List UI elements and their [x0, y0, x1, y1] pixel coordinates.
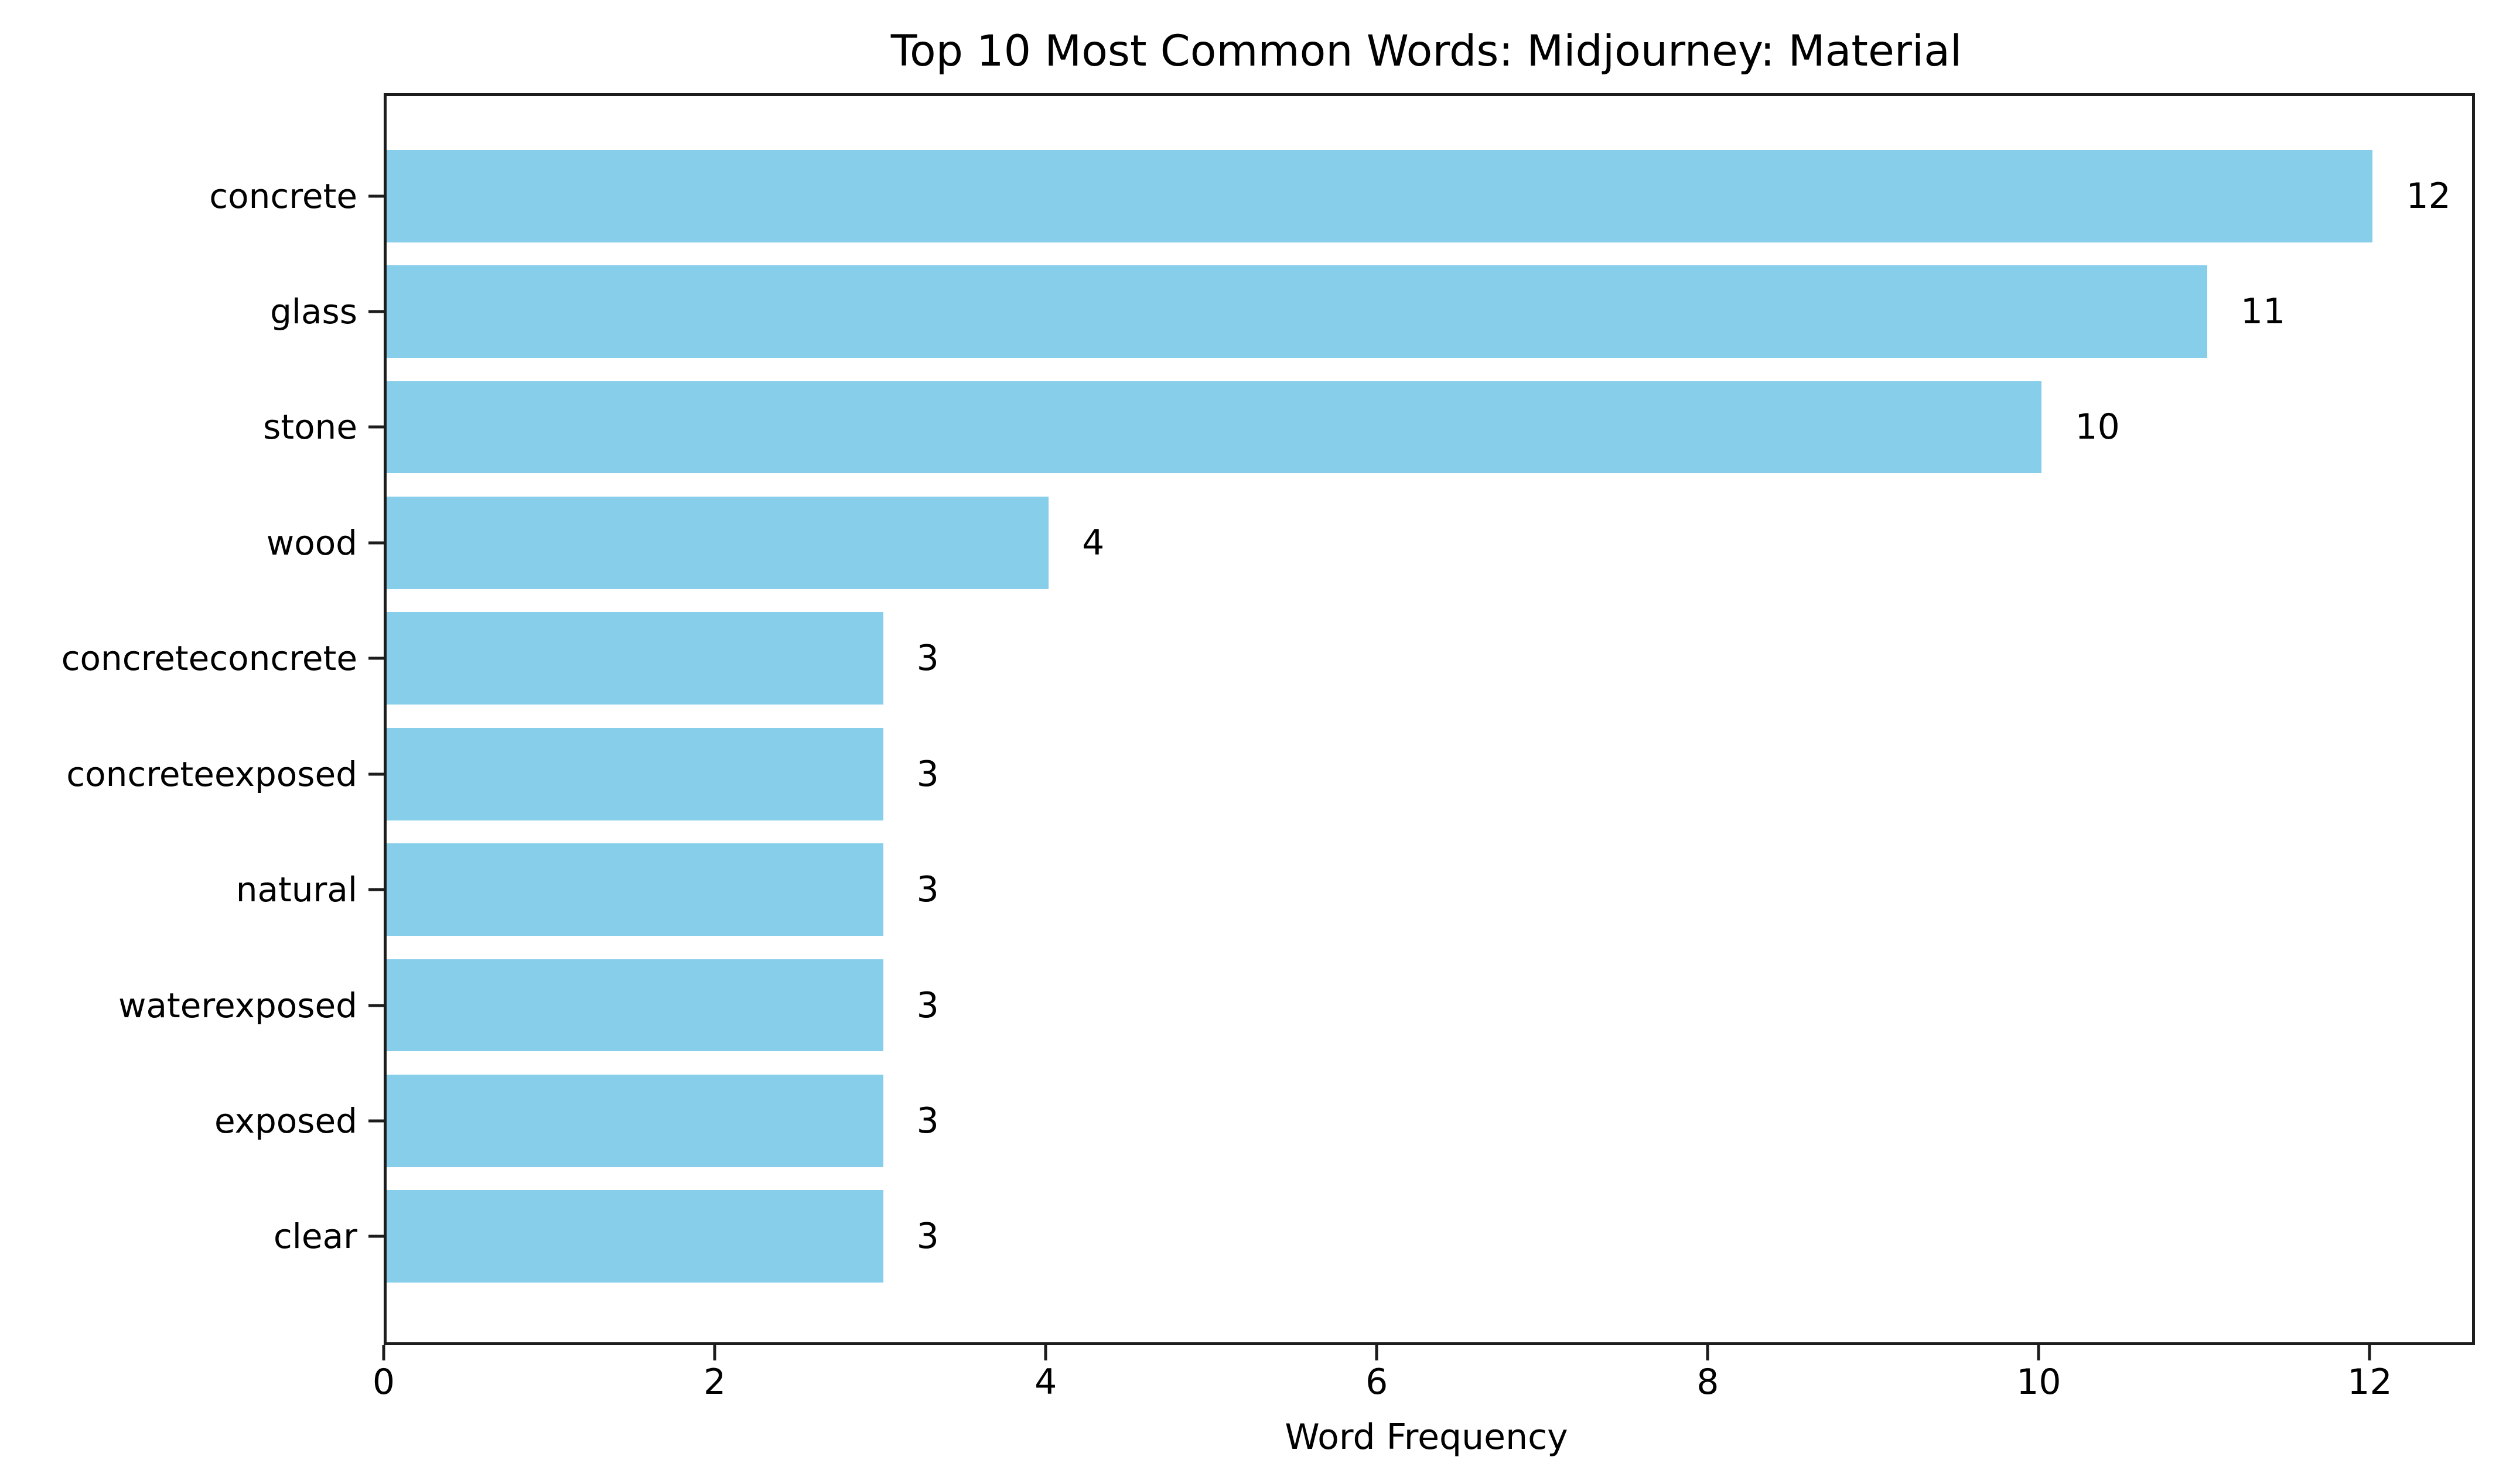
bar-value-label-exposed: 3: [916, 1100, 939, 1141]
y-tick-mark-glass: [368, 310, 384, 313]
category-label-glass: glass: [270, 292, 357, 332]
x-tick-label-2: 2: [703, 1362, 726, 1403]
bar-value-label-natural: 3: [916, 869, 939, 911]
y-tick-mark-concreteexposed: [368, 772, 384, 776]
category-label-stone: stone: [263, 407, 357, 447]
x-tick-mark-4: [1044, 1345, 1047, 1360]
bar-value-label-wood: 4: [1082, 522, 1105, 563]
x-axis-label: Word Frequency: [1285, 1417, 1568, 1458]
y-tick-mark-natural: [368, 888, 384, 891]
bar-value-label-waterexposed: 3: [916, 984, 939, 1026]
category-label-concreteconcrete: concreteconcrete: [61, 638, 357, 679]
x-tick-mark-12: [2368, 1345, 2371, 1360]
y-tick-mark-exposed: [368, 1119, 384, 1123]
x-tick-mark-2: [713, 1345, 716, 1360]
x-tick-label-8: 8: [1696, 1362, 1719, 1403]
x-tick-mark-0: [382, 1345, 385, 1360]
x-tick-label-0: 0: [372, 1362, 395, 1403]
x-tick-label-12: 12: [2347, 1362, 2392, 1403]
bar-glass: [387, 265, 2207, 358]
category-label-exposed: exposed: [214, 1100, 357, 1141]
category-label-concreteexposed: concreteexposed: [66, 754, 357, 794]
bar-stone: [387, 381, 2042, 474]
bar-exposed: [387, 1074, 883, 1167]
y-tick-mark-concreteconcrete: [368, 656, 384, 660]
y-tick-mark-waterexposed: [368, 1004, 384, 1007]
bar-value-label-concreteconcrete: 3: [916, 638, 939, 679]
y-tick-mark-clear: [368, 1235, 384, 1238]
bar-concreteconcrete: [387, 612, 883, 705]
bar-value-label-clear: 3: [916, 1216, 939, 1257]
bar-value-label-concrete: 12: [2406, 175, 2451, 217]
y-tick-mark-concrete: [368, 194, 384, 198]
bar-value-label-stone: 10: [2075, 406, 2120, 448]
y-tick-mark-stone: [368, 425, 384, 429]
chart-title: Top 10 Most Common Words: Midjourney: Ma…: [890, 26, 1962, 76]
bar-value-label-glass: 11: [2240, 291, 2286, 333]
y-tick-mark-wood: [368, 541, 384, 545]
x-tick-label-10: 10: [2016, 1362, 2061, 1403]
bar-concreteexposed: [387, 727, 883, 820]
category-label-concrete: concrete: [209, 176, 357, 216]
bar-waterexposed: [387, 959, 883, 1052]
x-tick-mark-6: [1375, 1345, 1378, 1360]
x-tick-label-4: 4: [1035, 1362, 1057, 1403]
category-label-natural: natural: [235, 870, 357, 910]
bar-wood: [387, 496, 1049, 589]
category-label-waterexposed: waterexposed: [118, 985, 357, 1025]
bar-natural: [387, 843, 883, 936]
x-tick-label-6: 6: [1365, 1362, 1388, 1403]
x-tick-mark-10: [2037, 1345, 2040, 1360]
category-label-wood: wood: [266, 522, 357, 563]
bar-value-label-concreteexposed: 3: [916, 753, 939, 795]
bar-concrete: [387, 149, 2373, 242]
x-tick-mark-8: [1706, 1345, 1709, 1360]
category-label-clear: clear: [273, 1216, 357, 1257]
bar-clear: [387, 1190, 883, 1283]
